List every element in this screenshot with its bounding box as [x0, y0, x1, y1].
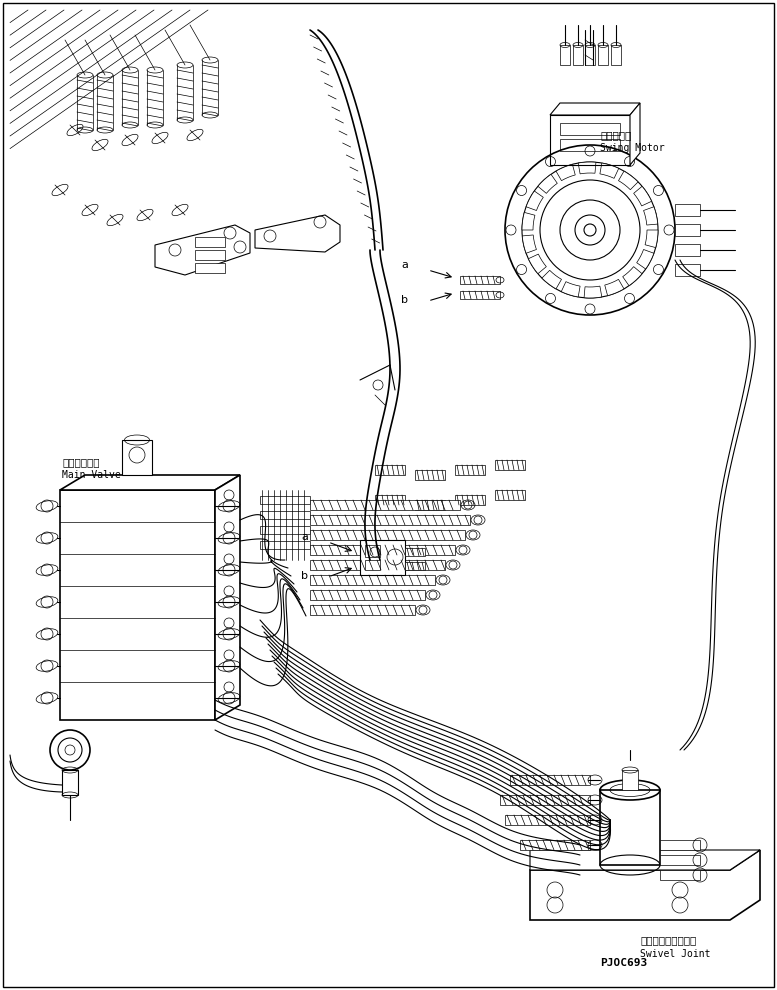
Text: メインバルブ: メインバルブ — [62, 457, 99, 467]
Bar — [375, 495, 405, 505]
Bar — [310, 545, 455, 555]
Bar — [375, 465, 405, 475]
Bar — [415, 500, 445, 510]
Bar — [660, 840, 700, 850]
Bar — [505, 815, 590, 825]
Polygon shape — [542, 270, 562, 289]
Bar — [62, 770, 78, 795]
Polygon shape — [530, 850, 760, 870]
Bar — [310, 515, 470, 525]
Bar — [660, 855, 700, 865]
Polygon shape — [155, 225, 250, 275]
Bar — [195, 263, 225, 273]
Bar — [405, 562, 425, 570]
Bar — [600, 790, 660, 865]
Bar — [310, 575, 435, 585]
Polygon shape — [522, 213, 535, 230]
Polygon shape — [618, 171, 638, 190]
Bar — [310, 605, 415, 615]
Bar — [310, 500, 460, 510]
Text: b: b — [401, 295, 408, 305]
Bar — [560, 123, 620, 135]
Bar — [195, 237, 225, 247]
Text: PJOC693: PJOC693 — [600, 958, 647, 968]
Bar — [622, 770, 638, 790]
Bar — [460, 276, 500, 284]
Text: 旋回モータ: 旋回モータ — [600, 130, 631, 140]
Polygon shape — [622, 266, 642, 286]
Bar — [260, 496, 310, 504]
Polygon shape — [578, 162, 596, 174]
Bar — [560, 139, 620, 151]
Bar — [455, 495, 485, 505]
Bar — [460, 291, 500, 299]
Bar — [260, 526, 310, 534]
Polygon shape — [550, 103, 640, 115]
Polygon shape — [255, 215, 340, 252]
Bar — [122, 440, 152, 475]
Bar — [675, 264, 700, 276]
Polygon shape — [584, 286, 602, 298]
Bar — [598, 45, 608, 65]
Polygon shape — [522, 235, 536, 253]
Bar — [260, 541, 310, 549]
Polygon shape — [526, 191, 543, 211]
Bar — [675, 224, 700, 236]
Bar — [520, 840, 590, 850]
Polygon shape — [556, 164, 575, 180]
Bar — [585, 45, 595, 65]
Polygon shape — [215, 475, 240, 720]
Bar — [365, 545, 380, 557]
Text: Swivel Joint: Swivel Joint — [640, 949, 710, 959]
Text: a: a — [301, 532, 308, 542]
Bar — [550, 115, 630, 165]
Polygon shape — [538, 174, 557, 193]
Bar — [415, 470, 445, 480]
Bar — [611, 45, 621, 65]
Text: スイベルジョイント: スイベルジョイント — [640, 935, 696, 945]
Polygon shape — [60, 475, 240, 490]
Bar — [310, 590, 425, 600]
Polygon shape — [634, 186, 652, 206]
Bar — [405, 548, 425, 556]
Text: Swing Motor: Swing Motor — [600, 143, 664, 153]
Bar — [573, 45, 583, 65]
Polygon shape — [561, 282, 580, 297]
Polygon shape — [645, 230, 658, 248]
Bar — [495, 490, 525, 500]
Bar — [675, 244, 700, 256]
Bar — [495, 460, 525, 470]
Polygon shape — [636, 249, 654, 269]
Polygon shape — [530, 850, 760, 920]
Bar — [310, 560, 445, 570]
Polygon shape — [605, 279, 624, 296]
Text: Main Valve: Main Valve — [62, 470, 120, 480]
Bar — [310, 530, 465, 540]
Polygon shape — [630, 103, 640, 165]
Bar — [560, 45, 570, 65]
Text: b: b — [301, 571, 308, 581]
Polygon shape — [528, 254, 546, 273]
Polygon shape — [643, 207, 658, 225]
Bar — [660, 870, 700, 880]
Text: a: a — [401, 260, 408, 270]
Bar — [455, 465, 485, 475]
Bar — [675, 204, 700, 216]
Polygon shape — [600, 163, 618, 178]
Bar — [260, 511, 310, 519]
Bar — [500, 795, 590, 805]
Bar — [195, 250, 225, 260]
Bar — [60, 490, 215, 720]
Bar — [360, 540, 405, 575]
Bar — [365, 560, 380, 570]
Bar — [510, 775, 590, 785]
